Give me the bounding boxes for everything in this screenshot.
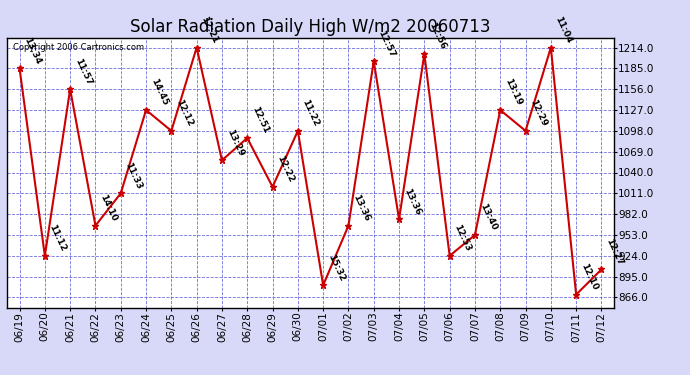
Text: 11:22: 11:22 [301,98,321,128]
Text: 12:10: 12:10 [579,262,599,292]
Text: 12:53: 12:53 [453,223,473,253]
Text: 12:21: 12:21 [199,15,219,45]
Text: 12:27: 12:27 [604,237,624,267]
Text: Copyright 2006 Cartronics.com: Copyright 2006 Cartronics.com [13,43,144,52]
Text: 12:56: 12:56 [427,21,447,51]
Text: 13:29: 13:29 [225,128,245,158]
Text: 11:57: 11:57 [73,57,93,86]
Text: 14:45: 14:45 [149,77,169,107]
Title: Solar Radiation Daily High W/m2 20060713: Solar Radiation Daily High W/m2 20060713 [130,18,491,36]
Text: 13:36: 13:36 [351,193,371,223]
Text: 12:57: 12:57 [377,28,397,58]
Text: 12:22: 12:22 [275,154,295,184]
Text: 14:10: 14:10 [98,193,119,223]
Text: 11:33: 11:33 [124,161,144,190]
Text: 12:12: 12:12 [174,98,195,128]
Text: 11:04: 11:04 [553,15,574,45]
Text: 15:32: 15:32 [326,253,346,282]
Text: 13:19: 13:19 [503,77,523,107]
Text: 13:36: 13:36 [402,187,422,216]
Text: 13:34: 13:34 [22,36,43,66]
Text: 12:51: 12:51 [250,105,270,135]
Text: 13:40: 13:40 [477,202,498,232]
Text: 11:12: 11:12 [48,223,68,253]
Text: 12:29: 12:29 [529,98,549,128]
